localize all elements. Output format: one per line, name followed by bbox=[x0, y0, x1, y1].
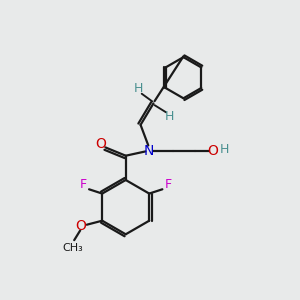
Text: CH₃: CH₃ bbox=[62, 243, 83, 254]
Text: F: F bbox=[164, 178, 172, 191]
Text: O: O bbox=[95, 137, 106, 151]
Text: H: H bbox=[133, 82, 143, 95]
Text: H: H bbox=[220, 143, 230, 156]
Text: N: N bbox=[144, 144, 154, 158]
Text: F: F bbox=[80, 178, 87, 191]
Text: H: H bbox=[164, 110, 174, 123]
Text: O: O bbox=[76, 219, 86, 233]
Text: O: O bbox=[207, 144, 218, 158]
